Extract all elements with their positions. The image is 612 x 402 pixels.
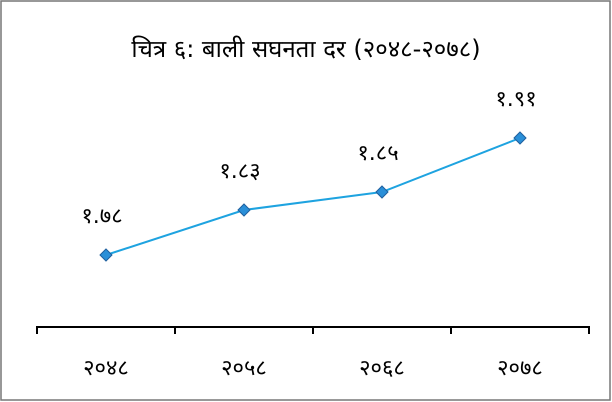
- chart-title: चित्र ६: बाली सघनता दर (२०४८-२०७८): [131, 35, 480, 63]
- data-label: १.८३: [219, 159, 260, 184]
- data-label: १.९१: [495, 87, 536, 112]
- x-tick-label: २०७८: [497, 356, 543, 381]
- data-label: १.८५: [357, 141, 398, 166]
- data-marker: [513, 131, 527, 145]
- data-marker: [237, 203, 251, 217]
- data-marker: [375, 185, 389, 199]
- data-marker: [99, 248, 113, 262]
- data-label: १.७८: [81, 204, 122, 229]
- data-line: [105, 137, 521, 256]
- x-tick-label: २०४८: [83, 356, 129, 381]
- x-tick-label: २०५८: [221, 356, 267, 381]
- x-tick-label: २०६८: [359, 356, 405, 381]
